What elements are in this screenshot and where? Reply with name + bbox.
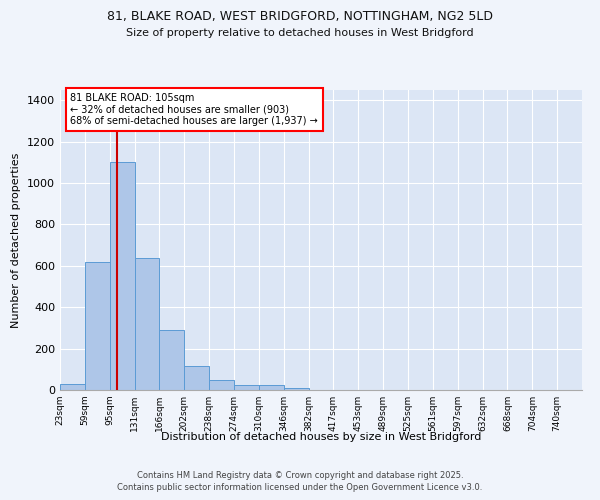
Text: Contains public sector information licensed under the Open Government Licence v3: Contains public sector information licen… (118, 484, 482, 492)
Bar (209, 380, 234, 390)
Bar (284, 388, 308, 390)
Text: 81, BLAKE ROAD, WEST BRIDGFORD, NOTTINGHAM, NG2 5LD: 81, BLAKE ROAD, WEST BRIDGFORD, NOTTINGH… (107, 10, 493, 23)
Bar (134, 258, 160, 390)
Text: Distribution of detached houses by size in West Bridgford: Distribution of detached houses by size … (161, 432, 481, 442)
Bar (259, 385, 284, 390)
Bar (110, 162, 134, 390)
Y-axis label: Number of detached properties: Number of detached properties (11, 152, 22, 328)
Bar (60, 384, 85, 390)
Text: 81 BLAKE ROAD: 105sqm
← 32% of detached houses are smaller (903)
68% of semi-det: 81 BLAKE ROAD: 105sqm ← 32% of detached … (70, 93, 318, 126)
Bar (184, 366, 209, 390)
Bar (234, 385, 259, 390)
Bar (85, 262, 110, 390)
Text: Contains HM Land Registry data © Crown copyright and database right 2025.: Contains HM Land Registry data © Crown c… (137, 471, 463, 480)
Bar (160, 330, 184, 390)
Text: Size of property relative to detached houses in West Bridgford: Size of property relative to detached ho… (126, 28, 474, 38)
